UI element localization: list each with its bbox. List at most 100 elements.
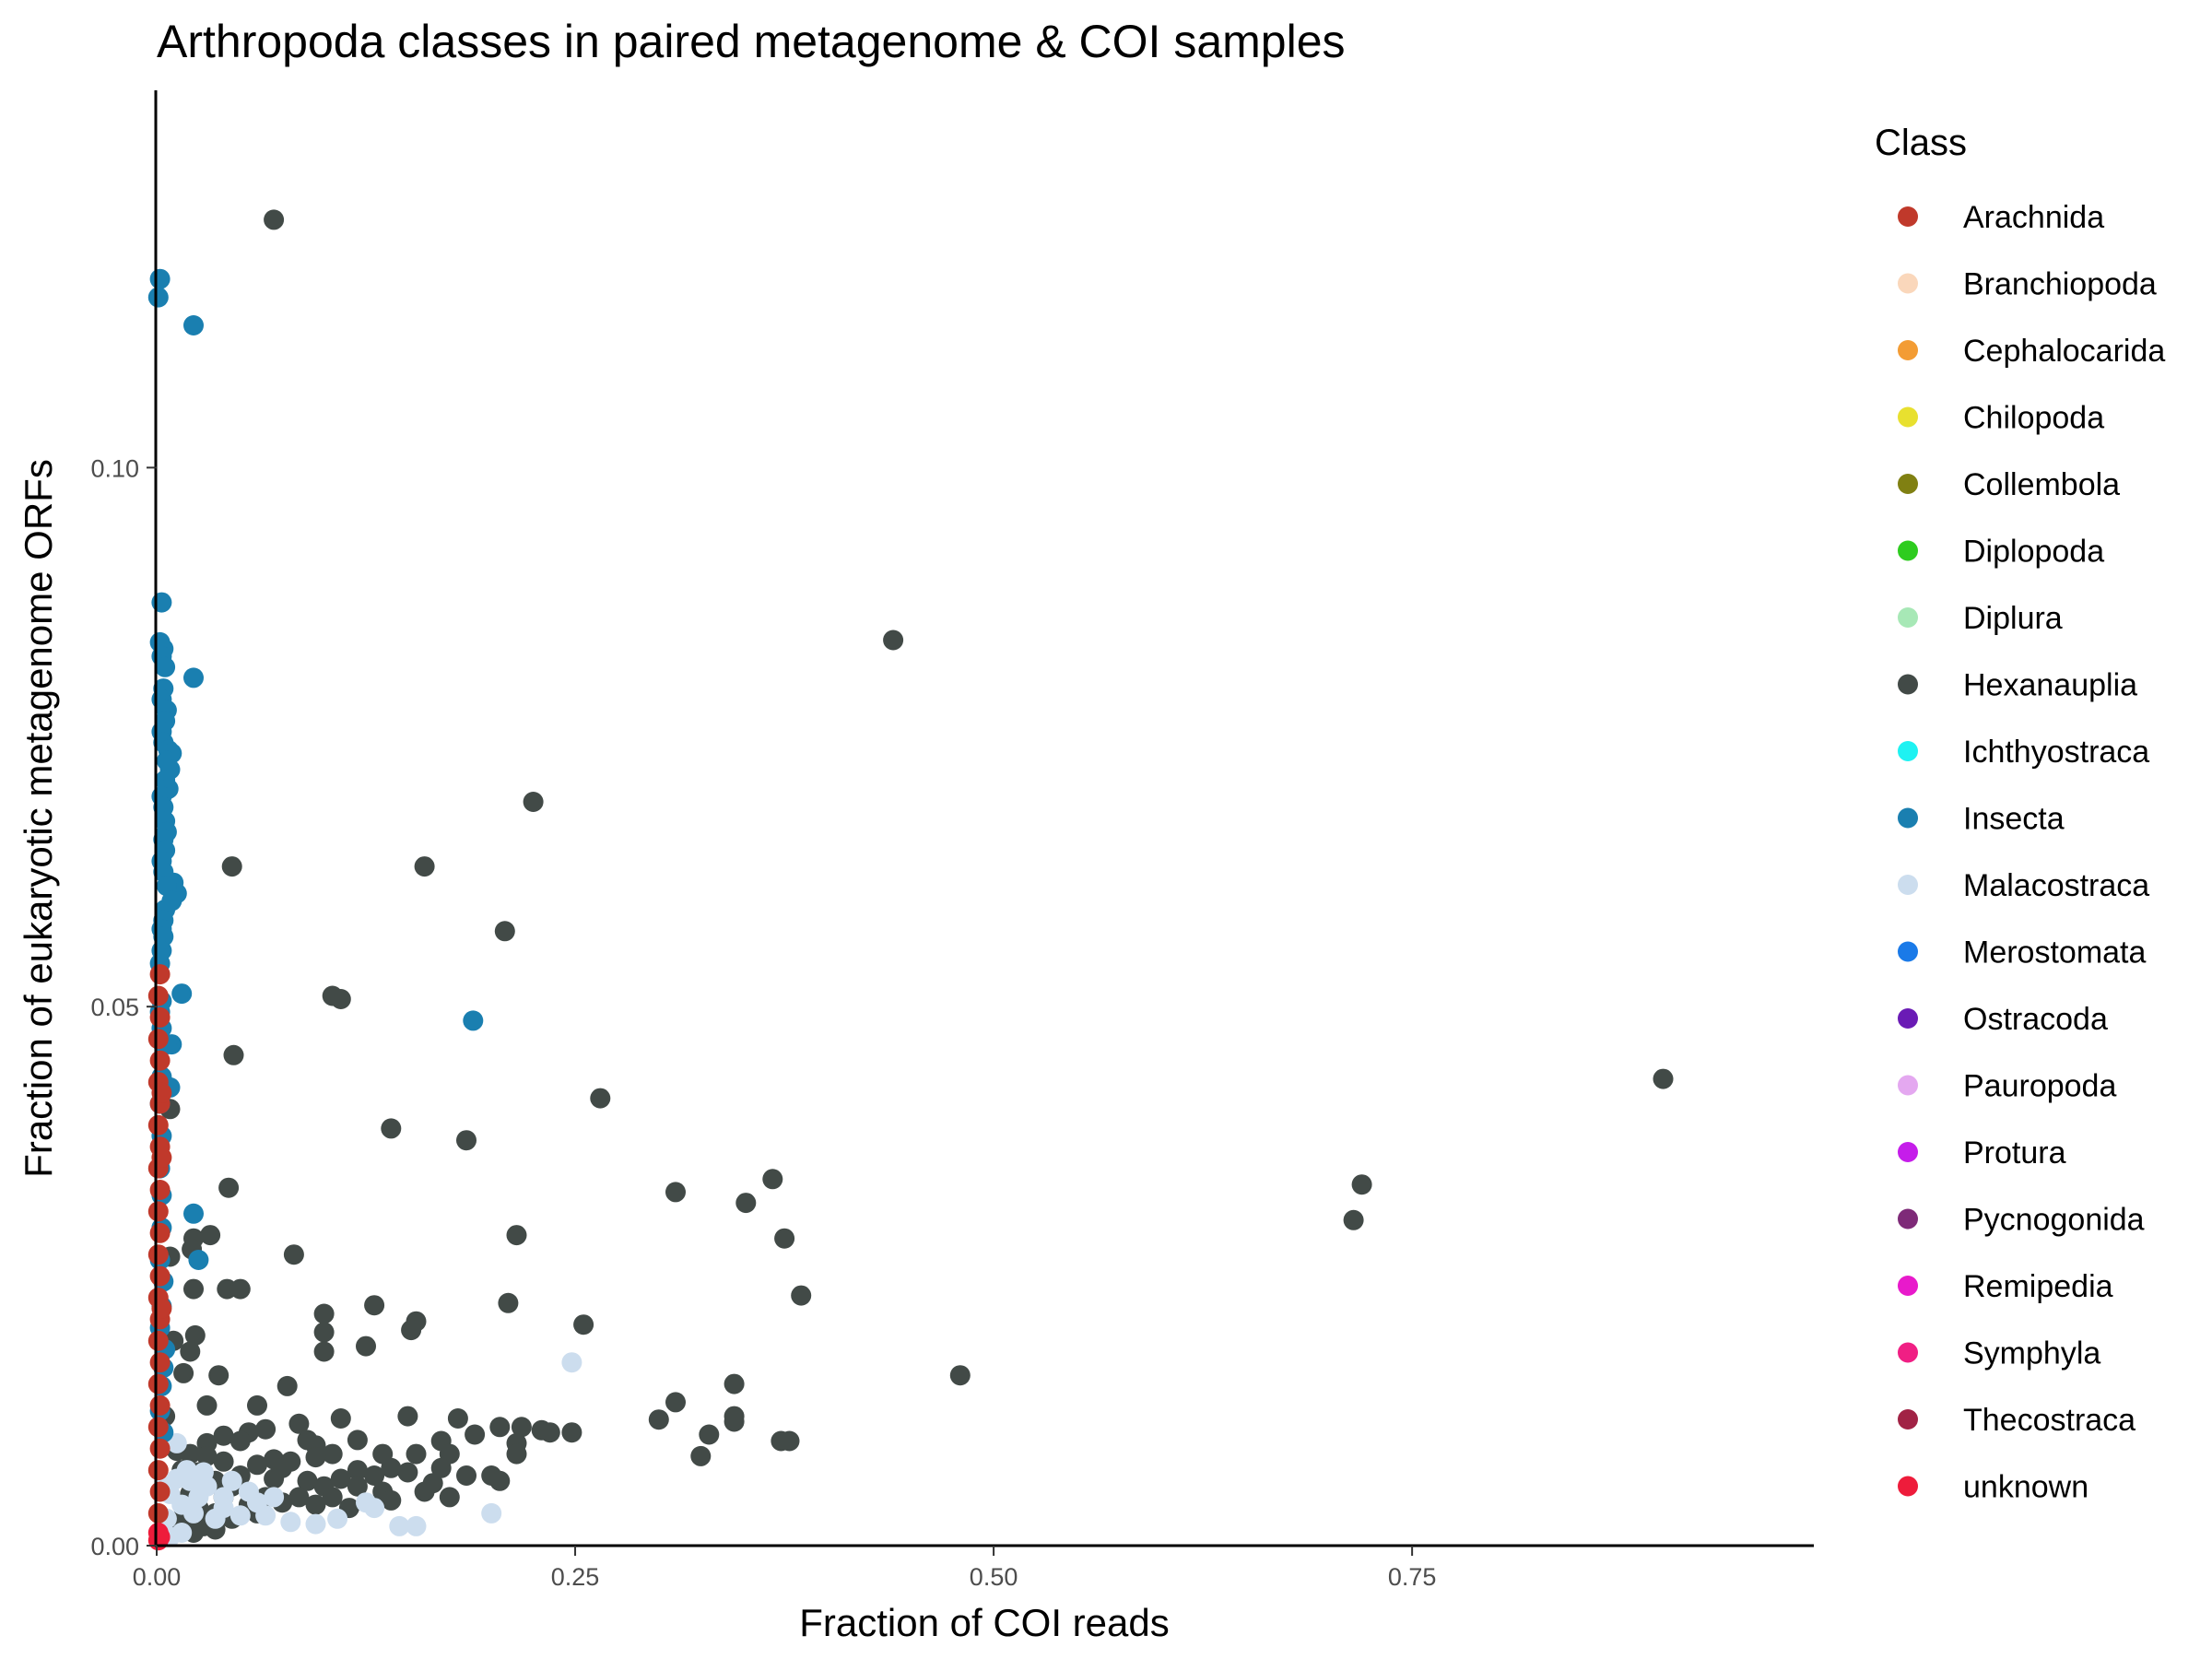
legend-key-ichthyostraca [1898, 741, 1918, 761]
point-malacostraca-31 [205, 1508, 226, 1529]
point-hexanauplia-76 [406, 1443, 427, 1465]
point-arachnida-17 [147, 1330, 169, 1351]
y-tick-label-0: 0.00 [90, 1533, 139, 1560]
legend-label-branchiopoda: Branchiopoda [1963, 267, 2157, 302]
point-arachnida-0 [149, 964, 171, 985]
point-hexanauplia-22 [506, 1225, 527, 1246]
legend-item-malacostraca: Malacostraca [1898, 868, 2149, 903]
point-hexanauplia-13 [456, 1130, 477, 1151]
point-arachnida-4 [149, 1050, 171, 1071]
legend-key-diplura [1898, 607, 1918, 628]
point-hexanauplia-38 [184, 1324, 206, 1346]
point-arachnida-10 [149, 1180, 171, 1200]
point-arachnida-14 [149, 1265, 171, 1287]
point-hexanauplia-52 [447, 1408, 468, 1429]
legend-label-remipedia: Remipedia [1963, 1269, 2113, 1304]
point-hexanauplia-4 [414, 856, 435, 877]
legend-item-diplopoda: Diplopoda [1898, 535, 2104, 570]
legend-key-chilopoda [1898, 406, 1918, 428]
legend-key-hexanauplia [1898, 674, 1918, 695]
point-arachnida-23 [147, 1460, 169, 1481]
legend-item-arachnida: Arachnida [1898, 200, 2104, 235]
point-insecta-7 [155, 656, 176, 677]
point-hexanauplia-132 [381, 1489, 402, 1511]
point-hexanauplia-50 [247, 1394, 267, 1416]
point-insecta-43 [463, 1010, 484, 1031]
point-hexanauplia-98 [456, 1465, 477, 1486]
point-hexanauplia-51 [397, 1406, 418, 1427]
legend-label-cephalocarida: Cephalocarida [1963, 334, 2165, 369]
point-insecta-2 [183, 315, 204, 335]
x-tick-label-0: 0.00 [133, 1563, 182, 1591]
point-arachnida-2 [149, 1006, 171, 1028]
point-hexanauplia-42 [180, 1341, 201, 1362]
point-hexanauplia-30 [229, 1278, 251, 1300]
point-arachnida-11 [147, 1201, 169, 1222]
legend-key-ostracoda [1898, 1008, 1918, 1029]
point-hexanauplia-97 [489, 1470, 511, 1491]
point-hexanauplia-3 [221, 856, 242, 877]
legend-key-thecostraca [1898, 1409, 1918, 1430]
legend-item-collembola: Collembola [1898, 467, 2120, 502]
x-tick-label-3: 0.75 [1388, 1563, 1437, 1591]
point-hexanauplia-0 [264, 209, 285, 230]
point-malacostraca-27 [188, 1487, 209, 1508]
point-hexanauplia-95 [430, 1457, 452, 1478]
point-hexanauplia-58 [489, 1417, 511, 1438]
point-hexanauplia-47 [724, 1373, 745, 1394]
point-hexanauplia-46 [276, 1375, 298, 1396]
point-hexanauplia-85 [305, 1447, 326, 1468]
point-malacostraca-3 [406, 1515, 427, 1536]
legend-key-cephalocarida [1898, 340, 1918, 360]
legend-label-pauropoda: Pauropoda [1963, 1069, 2116, 1104]
legend-label-chilopoda: Chilopoda [1963, 401, 2104, 436]
legend-item-protura: Protura [1898, 1135, 2066, 1171]
point-hexanauplia-74 [506, 1443, 527, 1465]
legend-label-insecta: Insecta [1963, 802, 2065, 837]
point-arachnida-21 [147, 1417, 169, 1438]
point-hexanauplia-114 [288, 1487, 310, 1508]
legend-key-malacostraca [1898, 875, 1918, 895]
point-hexanauplia-62 [561, 1422, 582, 1443]
point-hexanauplia-88 [196, 1445, 218, 1466]
point-hexanauplia-7 [330, 989, 351, 1009]
point-hexanauplia-94 [397, 1462, 418, 1483]
point-hexanauplia-37 [313, 1322, 335, 1343]
ticks-layer: 0.00 0.25 0.50 0.75 0.00 0.05 0.10 [90, 454, 1436, 1591]
point-hexanauplia-113 [322, 1487, 343, 1508]
point-hexanauplia-102 [264, 1468, 285, 1489]
legend-item-unknown: unknown [1898, 1470, 2088, 1505]
point-arachnida-22 [149, 1438, 171, 1459]
point-hexanauplia-54 [648, 1409, 669, 1430]
legend-label-unknown: unknown [1963, 1470, 2088, 1505]
point-hexanauplia-93 [381, 1457, 402, 1478]
point-hexanauplia-2 [523, 792, 544, 812]
legend-label-merostomata: Merostomata [1963, 935, 2146, 971]
point-hexanauplia-32 [313, 1303, 335, 1324]
point-hexanauplia-49 [196, 1394, 218, 1416]
point-hexanauplia-16 [218, 1177, 240, 1198]
point-hexanauplia-33 [364, 1295, 385, 1316]
point-hexanauplia-99 [364, 1465, 385, 1486]
point-hexanauplia-19 [1343, 1209, 1364, 1230]
legend-key-remipedia [1898, 1276, 1918, 1296]
legend-key-pycnogonida [1898, 1208, 1918, 1230]
legend-key-branchiopoda [1898, 273, 1918, 294]
point-hexanauplia-40 [356, 1335, 376, 1357]
point-arachnida-19 [147, 1373, 169, 1394]
legend-label-hexanauplia: Hexanauplia [1963, 668, 2137, 703]
legend-item-diplura: Diplura [1898, 601, 2063, 636]
point-malacostraca-0 [561, 1352, 582, 1373]
legend-item-ostracoda: Ostracoda [1898, 1002, 2108, 1037]
point-hexanauplia-122 [305, 1494, 326, 1515]
y-tick-label-1: 0.05 [90, 994, 139, 1021]
point-hexanauplia-57 [288, 1413, 310, 1434]
legend-label-malacostraca: Malacostraca [1963, 868, 2149, 903]
legend-key-merostomata [1898, 941, 1918, 962]
point-hexanauplia-5 [494, 921, 515, 942]
point-hexanauplia-112 [439, 1487, 460, 1508]
points-layer [147, 209, 1674, 1551]
point-insecta-0 [149, 268, 171, 289]
point-arachnida-24 [149, 1481, 171, 1502]
point-hexanauplia-10 [590, 1088, 611, 1109]
